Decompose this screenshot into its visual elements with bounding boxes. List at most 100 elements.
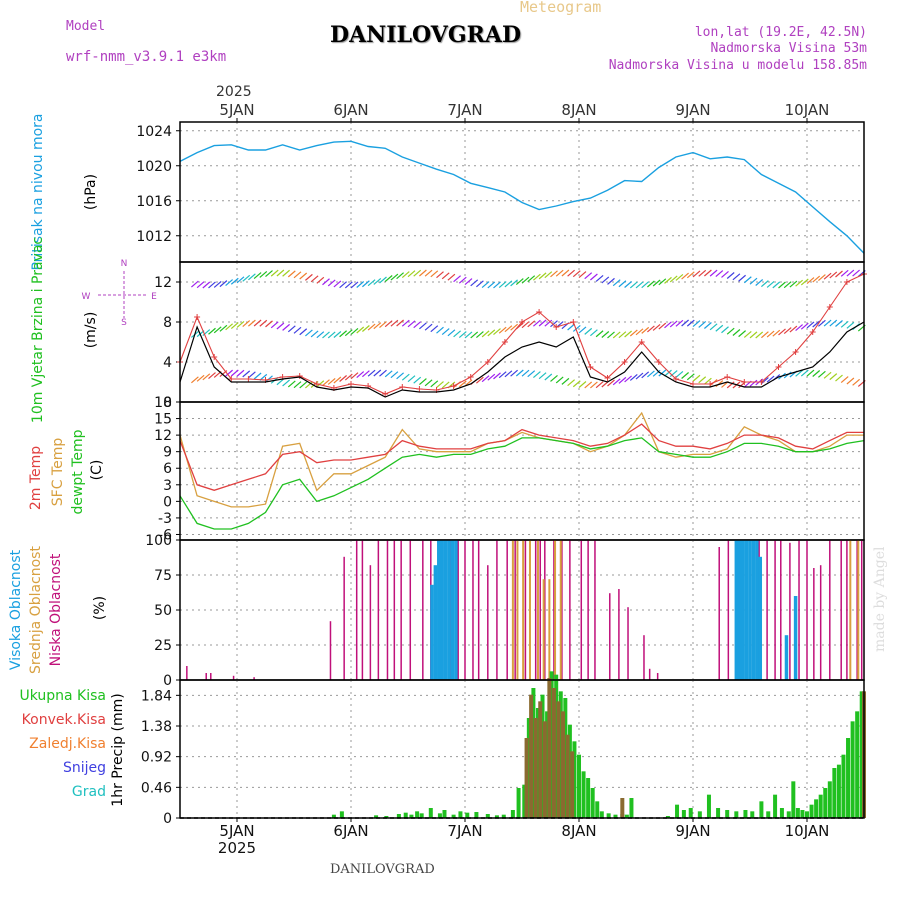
wind-barb	[590, 329, 598, 337]
precip-unit-label: 1hr Precip (mm)	[110, 693, 126, 806]
precip-bar	[465, 812, 470, 818]
wind-barb	[202, 281, 211, 289]
gust-marker	[621, 359, 628, 365]
precip-bar	[800, 810, 805, 818]
wind-barb	[669, 320, 678, 328]
wind-barb	[749, 379, 758, 387]
wind-barb	[675, 370, 684, 378]
precip-bar	[451, 814, 456, 818]
wind-barb	[424, 323, 433, 331]
precip-legend-item: Zaledj.Kisa	[29, 736, 106, 752]
gust-marker	[194, 314, 201, 320]
wind-barb	[538, 319, 547, 327]
wind-barb	[344, 329, 353, 337]
wind-barb	[584, 327, 593, 335]
cloud-bar	[548, 579, 551, 680]
cloud-bar	[849, 540, 852, 680]
wind-barb	[344, 373, 353, 381]
precip-bar	[531, 688, 536, 818]
top-day-label: 10JAN	[785, 101, 830, 119]
gust-marker	[587, 364, 594, 370]
precip-bar	[697, 811, 702, 818]
wind-barb	[248, 371, 256, 379]
footer-location: DANILOVGRAD	[330, 862, 435, 877]
wind-barb	[743, 330, 752, 338]
wind-barb	[567, 269, 575, 277]
precip-bar	[474, 812, 479, 818]
wind-barb	[624, 281, 632, 288]
wind-barb	[350, 281, 359, 289]
cloud-bar	[618, 589, 620, 680]
precip-bar	[850, 721, 855, 818]
wind-barb	[846, 377, 855, 385]
cloud-bar	[748, 540, 752, 680]
wind-barb	[795, 369, 803, 377]
wind-barb	[299, 272, 308, 280]
wind-barb	[698, 376, 707, 384]
cloud-bar	[516, 540, 519, 680]
wind-barb	[208, 327, 216, 335]
wind-barb	[761, 331, 769, 339]
cloud-bar	[443, 540, 448, 680]
wind-barb	[726, 327, 735, 335]
wind-barb	[413, 269, 422, 277]
cloud-bar	[580, 540, 583, 680]
wind-barb	[738, 330, 746, 338]
wind-barb	[823, 272, 832, 280]
wind-barb	[305, 273, 313, 281]
precip-bar	[855, 711, 860, 818]
wind-barb	[641, 281, 650, 289]
wind-barb	[635, 328, 644, 336]
bottom-day-label: 7JAN	[447, 822, 482, 840]
pressure-unit-label: (hPa)	[83, 174, 99, 210]
clouds-ytick-label: 75	[154, 568, 172, 584]
wind-barb	[236, 276, 245, 284]
wind-barb	[447, 273, 456, 281]
wind-barb	[795, 324, 803, 332]
wind-barb	[726, 381, 735, 389]
wind-barb	[447, 329, 456, 337]
wind-barb	[225, 323, 233, 331]
wind-barb	[419, 269, 427, 277]
precip-bar	[590, 788, 595, 818]
cloud-bar	[594, 540, 596, 680]
wind-barb	[430, 380, 439, 388]
precip-bar	[533, 718, 538, 818]
wind-barb	[840, 320, 849, 328]
gust-marker	[809, 329, 816, 335]
wind-barb	[761, 377, 769, 385]
precip-bar	[556, 701, 561, 818]
wind-barb	[766, 280, 775, 288]
wind-barb	[778, 281, 786, 289]
wind-barb	[578, 271, 587, 278]
wind-barb	[612, 378, 621, 386]
wind-barb	[510, 369, 518, 377]
precip-bar	[415, 811, 420, 818]
cloud-bar	[433, 565, 438, 680]
wind-barb	[601, 276, 610, 284]
wind-barb	[327, 377, 336, 385]
wind-barb	[401, 271, 410, 279]
high-cloud-legend: Visoka Oblacnost	[8, 549, 24, 670]
wind-barb	[430, 270, 439, 278]
wind-barb	[464, 379, 473, 387]
cloud-bar	[524, 540, 527, 680]
cloud-bar	[210, 673, 212, 680]
cloud-bar	[744, 540, 749, 680]
wind-barb	[578, 381, 587, 388]
wind-barb	[635, 372, 644, 380]
wind-barb	[533, 273, 541, 281]
wind-barb	[350, 372, 359, 380]
gust-marker	[690, 381, 696, 387]
wind-barb	[572, 270, 581, 278]
precip-bar	[836, 764, 841, 818]
wind-barb	[419, 322, 427, 330]
wind-barb	[510, 279, 518, 287]
model-label: Model	[66, 19, 106, 34]
wind-barb	[527, 320, 536, 328]
wind-barb	[686, 319, 695, 327]
wind-barb	[299, 381, 308, 389]
clouds-ytick-label: 100	[145, 533, 172, 549]
wind-barb	[276, 269, 285, 277]
wind-barb	[521, 321, 530, 329]
